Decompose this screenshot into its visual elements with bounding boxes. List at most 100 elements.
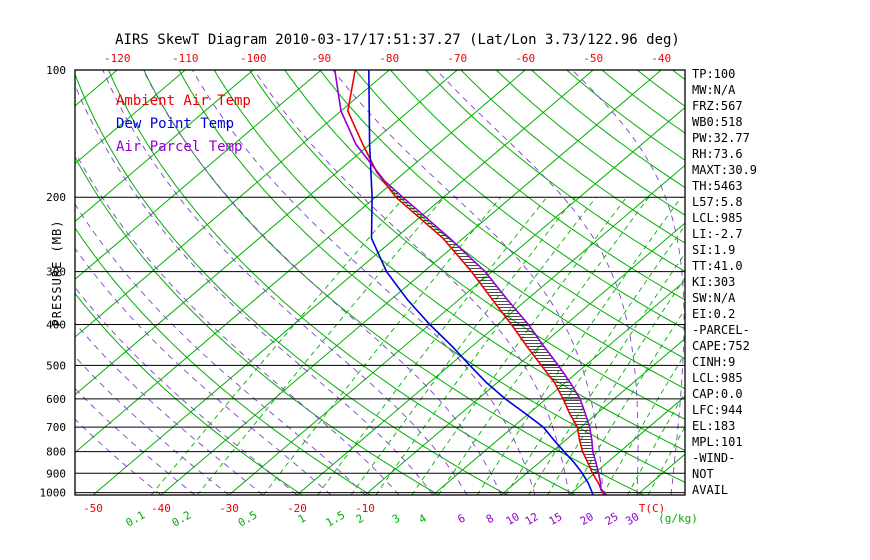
- top-axis-tick-label: -120: [104, 52, 131, 65]
- legend-ambient-temp: Ambient Air Temp: [116, 93, 251, 109]
- top-axis-tick-label: -110: [172, 52, 199, 65]
- top-axis-tick-label: -40: [651, 52, 671, 65]
- moist-adiabat: [102, 70, 468, 495]
- pressure-tick-label: 500: [46, 359, 66, 372]
- bottom-temp-tick-label: -40: [151, 502, 171, 515]
- ambient-temp-curve: [346, 70, 607, 495]
- moist-adiabat-lines: [75, 70, 685, 495]
- stat-row: CAPE:752: [692, 339, 750, 353]
- dry-adiabat: [178, 70, 685, 483]
- stat-row: MPL:101: [692, 435, 743, 449]
- moist-adiabat: [571, 70, 685, 495]
- mixing-ratio-tick-label: 0.5: [236, 508, 260, 529]
- top-axis-tick-label: -60: [515, 52, 535, 65]
- stat-row: LI:-2.7: [692, 227, 743, 241]
- plot-frame: [74, 69, 686, 496]
- mixing-ratio-tick-label: 8: [484, 512, 496, 527]
- top-axis-tick-label: -80: [379, 52, 399, 65]
- stat-row: AVAIL: [692, 483, 729, 497]
- stat-row: RH:73.6: [692, 147, 743, 161]
- pressure-axis-ticks: 100 200 300 400 500 600 700 800 900 1000: [40, 64, 67, 500]
- isotherm: [75, 70, 526, 454]
- stat-row: SW:N/A: [692, 291, 736, 305]
- isotherm: [75, 70, 390, 338]
- isotherm: [296, 164, 685, 495]
- stat-row: TT:41.0: [692, 259, 743, 273]
- mixing-ratio-tick-label: 0.2: [170, 508, 194, 529]
- stat-row: FRZ:567: [692, 99, 743, 113]
- moist-adiabat: [253, 70, 570, 495]
- moist-adiabat: [75, 286, 298, 495]
- dry-adiabat: [75, 227, 371, 495]
- mixing-ratio-line: [627, 391, 685, 495]
- moist-adiabat: [75, 84, 434, 495]
- mixing-ratio-line: [263, 196, 502, 495]
- stat-row: EL:183: [692, 419, 736, 433]
- dry-adiabat: [531, 70, 685, 189]
- stat-row: MAXT:30.9: [692, 163, 758, 177]
- mixing-ratio-tick-label: 20: [578, 510, 596, 528]
- dew-point-curve: [368, 70, 594, 495]
- stat-row: CAP:0.0: [692, 387, 743, 401]
- stat-row: TH:5463: [692, 179, 743, 193]
- moist-adiabat: [75, 355, 230, 495]
- bottom-temp-tick-label: -30: [219, 502, 239, 515]
- pressure-tick-label: 400: [46, 318, 66, 331]
- dry-adiabat: [213, 70, 685, 452]
- dry-adiabat: [249, 70, 685, 420]
- mixing-ratio-line: [505, 224, 685, 495]
- bottom-temp-tick-label: -50: [83, 502, 103, 515]
- moist-adiabat: [75, 322, 264, 495]
- top-axis-tick-label: -50: [583, 52, 603, 65]
- mixing-ratio-tick-label: 0.1: [124, 508, 148, 529]
- mixing-ratio-line: [411, 196, 627, 495]
- dry-adiabat: [390, 70, 685, 301]
- mixing-ratio-line: [150, 196, 405, 495]
- isotherm: [75, 70, 458, 396]
- stat-row: L57:5.8: [692, 195, 743, 209]
- pressure-tick-label: 800: [46, 446, 66, 459]
- dry-adiabat: [284, 70, 685, 390]
- temp-unit-label: T(C): [639, 502, 666, 515]
- mixing-ratio-tick-label: 4: [417, 511, 430, 526]
- mixing-ratio-tick-label: 6: [455, 512, 467, 527]
- stat-row: MW:N/A: [692, 83, 736, 97]
- top-axis-tick-label: -100: [240, 52, 267, 65]
- mixing-ratio-tick-label: 1.5: [323, 508, 347, 529]
- mixing-ratio-tick-label: 12: [523, 510, 541, 528]
- mixing-ratio-line: [196, 196, 445, 495]
- pressure-axis-label: PRESSURE (MB): [50, 219, 64, 327]
- chart-title: AIRS SkewT Diagram 2010-03-17/17:51:37.2…: [115, 32, 680, 48]
- dry-adiabat: [495, 70, 685, 216]
- stat-row: EI:0.2: [692, 307, 736, 321]
- stat-row: NOT: [692, 467, 714, 481]
- dry-adiabat: [75, 155, 440, 495]
- mixing-ratio-line: [375, 196, 597, 495]
- top-axis-tick-label: -70: [447, 52, 467, 65]
- dry-adiabat: [319, 70, 685, 360]
- pressure-tick-label: 1000: [40, 487, 67, 500]
- stat-row: WB0:518: [692, 115, 743, 129]
- bottom-temp-tick-label: -20: [287, 502, 307, 515]
- mixing-ratio-labels: 0.1 0.2 0.5 1 1.5 2 3 4 6 8 10 12 15 20 25 30 (g/kg): [124, 508, 698, 529]
- moist-adiabat: [332, 70, 604, 495]
- isotherm: [75, 70, 322, 280]
- stats-panel: TP:100 MW:N/A FRZ:567 WB0:518 PW:32.77 RH:73.…: [692, 66, 867, 498]
- legend: Ambient Air Temp Dew Point Temp Air Parc…: [116, 90, 251, 159]
- mixing-ratio-line: [317, 196, 548, 495]
- moist-adiabat: [436, 70, 639, 495]
- stat-row: -WIND-: [692, 451, 736, 465]
- isobar-lines: [75, 70, 685, 494]
- moist-adiabat: [192, 70, 536, 495]
- stat-row: PW:32.77: [692, 131, 750, 145]
- pressure-tick-label: 300: [46, 266, 66, 279]
- bottom-temp-labels: -50 -40 -30 -20 -10 T(C): [83, 502, 665, 515]
- stat-row: LCL:985: [692, 371, 743, 385]
- bottom-temp-tick-label: -10: [355, 502, 375, 515]
- legend-air-parcel: Air Parcel Temp: [116, 139, 243, 155]
- dry-adiabat: [425, 70, 685, 272]
- dry-adiabat: [460, 70, 685, 244]
- dry-adiabat: [354, 70, 685, 330]
- pressure-tick-label: 900: [46, 467, 66, 480]
